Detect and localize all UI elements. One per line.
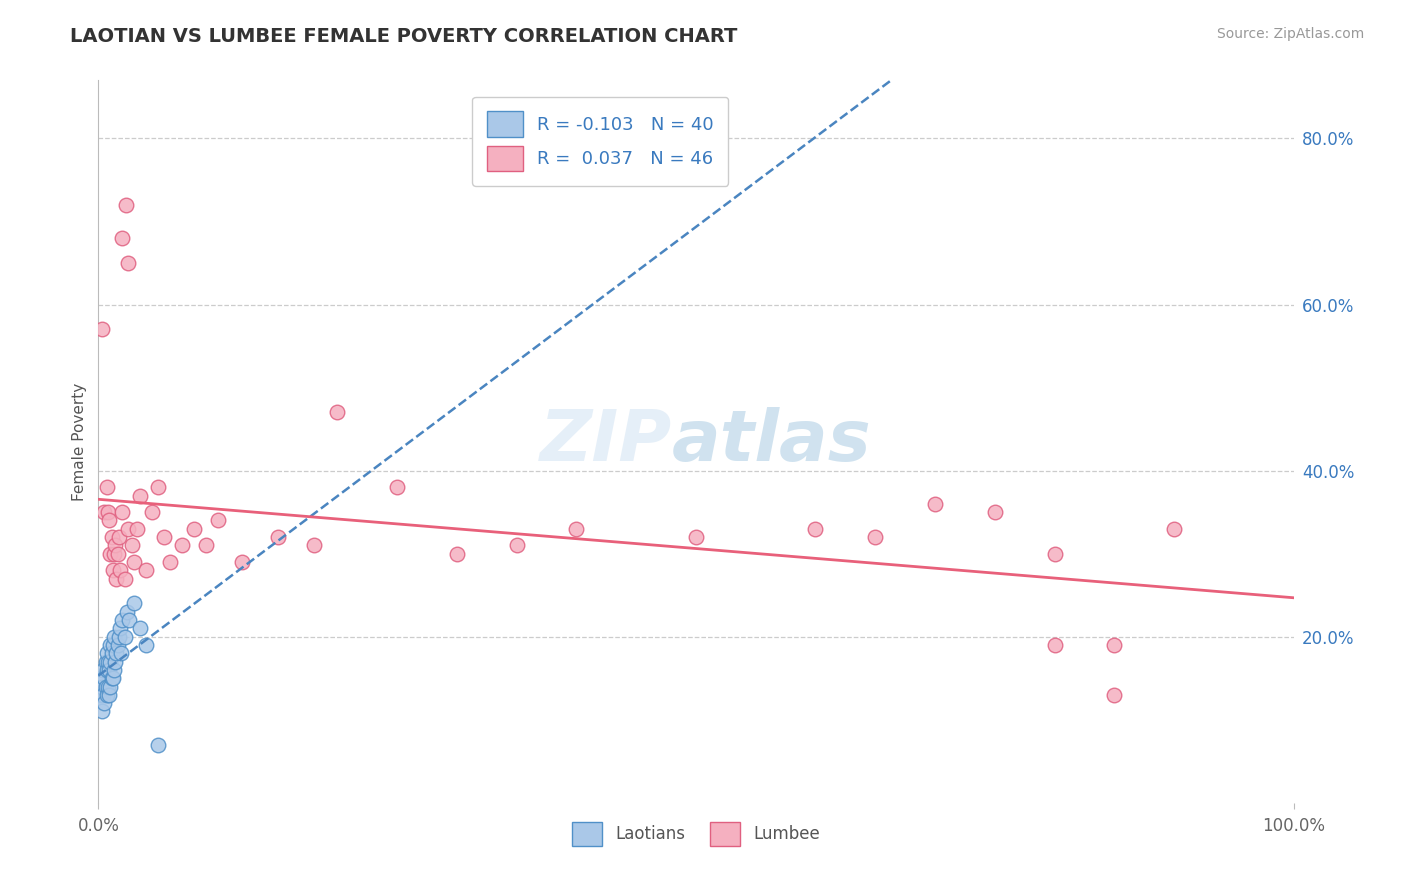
Point xyxy=(98,688,121,702)
Point xyxy=(385,480,409,494)
Point xyxy=(91,688,114,702)
Point xyxy=(207,513,229,527)
Point xyxy=(93,505,115,519)
Point xyxy=(685,530,707,544)
Point xyxy=(115,605,138,619)
Point xyxy=(91,680,114,694)
Point xyxy=(108,621,131,635)
Point xyxy=(1104,638,1126,652)
Point xyxy=(100,530,122,544)
Point xyxy=(93,696,115,710)
Point xyxy=(100,671,122,685)
Text: atlas: atlas xyxy=(672,407,872,476)
Point xyxy=(141,505,163,519)
Point xyxy=(267,530,290,544)
Point xyxy=(129,489,152,503)
Text: Source: ZipAtlas.com: Source: ZipAtlas.com xyxy=(1216,27,1364,41)
Text: LAOTIAN VS LUMBEE FEMALE POVERTY CORRELATION CHART: LAOTIAN VS LUMBEE FEMALE POVERTY CORRELA… xyxy=(70,27,738,45)
Point xyxy=(114,572,136,586)
Point xyxy=(1043,547,1066,561)
Point xyxy=(89,688,111,702)
Point xyxy=(98,547,122,561)
Point xyxy=(91,322,114,336)
Point xyxy=(101,563,124,577)
Point xyxy=(98,638,122,652)
Point xyxy=(124,597,146,611)
Text: ZIP: ZIP xyxy=(540,407,672,476)
Point xyxy=(115,198,138,212)
Point xyxy=(108,563,131,577)
Point xyxy=(111,613,134,627)
Point xyxy=(129,621,152,635)
Point xyxy=(98,513,121,527)
Point xyxy=(148,738,170,752)
Point xyxy=(104,655,127,669)
Point xyxy=(110,646,132,660)
Point xyxy=(148,480,170,494)
Point xyxy=(103,547,125,561)
Point xyxy=(91,663,114,677)
Point xyxy=(1043,638,1066,652)
Point xyxy=(91,705,114,719)
Point xyxy=(96,480,118,494)
Point xyxy=(302,538,325,552)
Point xyxy=(98,680,122,694)
Point xyxy=(326,405,349,419)
Point xyxy=(96,663,118,677)
Point xyxy=(94,655,117,669)
Point xyxy=(195,538,218,552)
Point xyxy=(183,522,205,536)
Point xyxy=(121,538,143,552)
Point xyxy=(96,688,118,702)
Point xyxy=(446,547,468,561)
Point xyxy=(124,555,146,569)
Point xyxy=(924,497,946,511)
Point xyxy=(114,630,136,644)
Point xyxy=(117,522,139,536)
Point xyxy=(117,256,139,270)
Point xyxy=(94,680,117,694)
Point xyxy=(101,671,124,685)
Point xyxy=(97,680,120,694)
Point xyxy=(804,522,827,536)
Point xyxy=(118,613,141,627)
Point xyxy=(1104,688,1126,702)
Point xyxy=(105,646,128,660)
Point xyxy=(98,663,121,677)
Point xyxy=(97,505,120,519)
Point xyxy=(100,646,122,660)
Point xyxy=(90,671,112,685)
Point xyxy=(111,505,134,519)
Legend: Laotians, Lumbee: Laotians, Lumbee xyxy=(565,815,827,852)
Point xyxy=(104,538,127,552)
Point xyxy=(231,555,253,569)
Point xyxy=(103,663,125,677)
Point xyxy=(98,655,122,669)
Point xyxy=(105,572,128,586)
Point xyxy=(565,522,588,536)
Point xyxy=(153,530,176,544)
Point xyxy=(107,530,129,544)
Point xyxy=(101,638,124,652)
Point xyxy=(111,231,134,245)
Point xyxy=(135,638,157,652)
Point xyxy=(506,538,529,552)
Point xyxy=(125,522,148,536)
Point xyxy=(107,638,129,652)
Point xyxy=(96,646,118,660)
Point xyxy=(865,530,887,544)
Point xyxy=(107,547,129,561)
Point xyxy=(159,555,181,569)
Point xyxy=(97,655,120,669)
Point xyxy=(172,538,194,552)
Point xyxy=(135,563,157,577)
Point xyxy=(1163,522,1185,536)
Point xyxy=(103,630,125,644)
Y-axis label: Female Poverty: Female Poverty xyxy=(72,383,87,500)
Point xyxy=(93,671,115,685)
Point xyxy=(107,630,129,644)
Point xyxy=(984,505,1007,519)
